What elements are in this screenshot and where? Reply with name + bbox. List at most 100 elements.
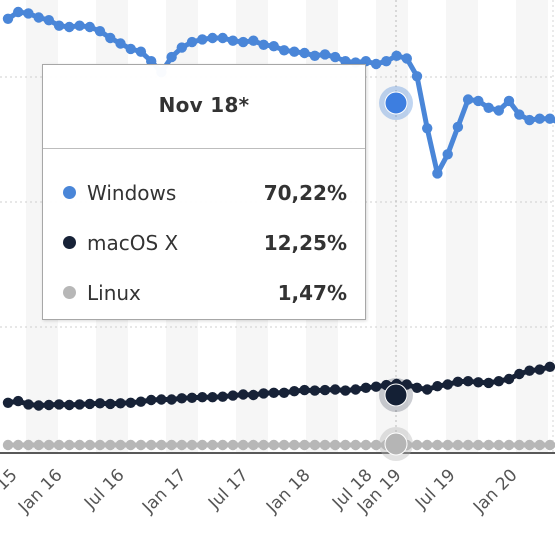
data-point (146, 394, 157, 406)
x-tick-label: Jan 16 (14, 465, 67, 518)
data-point (483, 439, 494, 451)
data-point (503, 95, 515, 107)
data-point (442, 439, 453, 451)
x-tick-label: Jan 18 (262, 465, 315, 518)
tooltip-series-value: 1,47% (277, 281, 347, 305)
data-point (524, 114, 535, 126)
data-point (411, 71, 423, 82)
data-point (422, 439, 433, 451)
data-point (217, 439, 228, 451)
data-point (452, 439, 464, 451)
data-point (473, 95, 484, 107)
data-point (64, 399, 75, 411)
data-point (268, 387, 279, 398)
data-point (23, 399, 34, 410)
data-point (319, 49, 331, 60)
data-point (514, 368, 525, 380)
data-point (534, 364, 545, 375)
data-point (33, 439, 44, 451)
data-point (248, 439, 259, 451)
data-point (74, 399, 85, 410)
data-point (432, 168, 443, 179)
x-tick-label: Jan 20 (469, 465, 522, 518)
data-point (186, 392, 198, 403)
hover-point (384, 432, 408, 456)
data-point (105, 32, 116, 44)
data-point (125, 397, 136, 408)
data-point (514, 439, 525, 451)
column-band (446, 0, 478, 452)
data-point (146, 56, 157, 67)
tooltip-series-value: 12,25% (263, 231, 347, 255)
x-tick-label: Jul 19 (411, 465, 459, 513)
data-point (105, 439, 116, 451)
data-point (166, 394, 177, 405)
hover-point (384, 383, 408, 407)
data-point (299, 439, 310, 451)
data-point (64, 21, 75, 33)
series-markers (2, 6, 555, 451)
data-point (309, 50, 320, 61)
data-point (176, 439, 187, 451)
data-point (74, 20, 85, 31)
data-point (135, 46, 147, 57)
data-point (197, 392, 208, 403)
data-point (227, 35, 239, 46)
data-point (186, 439, 198, 451)
tooltip-row-windows: Windows 70,22% (63, 180, 347, 206)
data-point (462, 376, 474, 387)
data-point (43, 15, 55, 26)
data-point (197, 439, 208, 451)
data-point (289, 46, 300, 57)
data-point (370, 58, 382, 70)
data-point (493, 439, 504, 451)
x-tick-label: Jul 17 (204, 465, 252, 513)
data-point (207, 439, 218, 451)
macos-legend-dot (63, 236, 76, 249)
data-point (309, 439, 320, 451)
data-point (2, 439, 14, 451)
x-tick-label: Jan 17 (138, 465, 191, 518)
data-point (94, 398, 106, 409)
data-point (166, 439, 177, 451)
data-point (84, 21, 96, 33)
tooltip-series-name: Windows (87, 181, 177, 205)
data-point (84, 439, 96, 451)
data-point (350, 439, 361, 451)
data-point (2, 397, 14, 408)
data-point (483, 377, 494, 389)
data-point (473, 377, 484, 388)
data-point (53, 439, 65, 451)
data-point (278, 387, 290, 398)
data-point (13, 6, 24, 18)
data-point (248, 389, 259, 401)
tooltip-divider (43, 148, 365, 149)
data-point (289, 386, 300, 397)
linux-legend-dot (63, 286, 76, 299)
data-point (227, 439, 239, 451)
tooltip-series-value: 70,22% (263, 181, 347, 205)
data-point (503, 373, 515, 385)
data-point (13, 439, 24, 451)
data-point (94, 26, 106, 37)
data-point (135, 396, 147, 407)
data-point (258, 439, 269, 451)
data-point (115, 38, 126, 49)
data-point (534, 439, 545, 451)
data-point (94, 439, 106, 451)
data-point (340, 56, 351, 67)
data-point (391, 50, 402, 61)
x-tick-label: Jul 16 (80, 465, 128, 513)
data-point (309, 385, 320, 396)
hover-markers (379, 86, 413, 461)
data-point (350, 384, 361, 395)
data-point (534, 113, 545, 124)
data-point (33, 400, 44, 411)
windows-legend-dot (63, 186, 76, 199)
data-point (370, 381, 382, 392)
data-point (544, 361, 555, 372)
data-point (473, 439, 484, 451)
gridlines (0, 0, 555, 454)
data-point (115, 398, 126, 409)
data-point (258, 388, 269, 399)
